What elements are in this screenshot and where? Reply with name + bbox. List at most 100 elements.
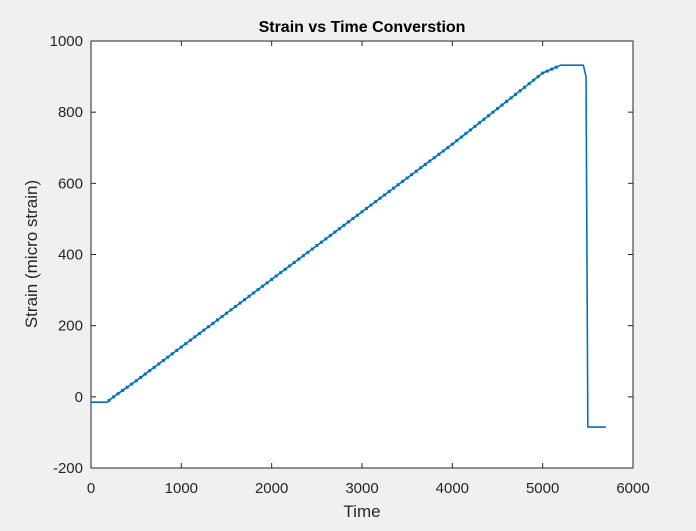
- series-step-marker: [545, 69, 549, 73]
- series-step-marker: [148, 369, 152, 373]
- series-step-marker: [139, 375, 143, 379]
- series-step-marker: [261, 284, 265, 288]
- series-step-marker: [175, 348, 179, 352]
- series-step-marker: [188, 338, 192, 342]
- series-step-marker: [392, 186, 396, 190]
- chart-title: Strain vs Time Converstion: [259, 19, 466, 36]
- series-step-marker: [401, 179, 405, 183]
- series-step-marker: [238, 301, 242, 305]
- series-step-marker: [337, 227, 341, 231]
- series-step-marker: [134, 379, 138, 383]
- series-step-marker: [161, 359, 165, 363]
- y-tick-label: 0: [75, 389, 83, 406]
- series-step-marker: [152, 365, 156, 369]
- series-step-marker: [256, 288, 260, 292]
- series-step-marker: [211, 321, 215, 325]
- series-step-marker: [374, 200, 378, 204]
- series-step-marker: [166, 355, 170, 359]
- series-step-marker: [437, 152, 441, 156]
- series-step-marker: [464, 132, 468, 136]
- series-step-marker: [514, 92, 518, 96]
- series-step-marker: [455, 139, 459, 143]
- series-step-marker: [197, 331, 201, 335]
- series-step-marker: [486, 114, 490, 118]
- series-step-marker: [387, 190, 391, 194]
- series-step-marker: [428, 159, 432, 163]
- series-step-marker: [369, 203, 373, 207]
- series-step-marker: [306, 250, 310, 254]
- series-step-marker: [121, 388, 125, 392]
- series-step-marker: [315, 244, 319, 248]
- series-step-marker: [288, 264, 292, 268]
- series-step-marker: [365, 206, 369, 210]
- series-step-marker: [414, 169, 418, 173]
- series-step-marker: [396, 183, 400, 187]
- series-step-marker: [351, 217, 355, 221]
- series-step-marker: [527, 82, 531, 86]
- series-step-marker: [125, 385, 129, 389]
- axes-background: [91, 41, 633, 468]
- series-step-marker: [419, 166, 423, 170]
- axes-box: [90, 40, 634, 469]
- series-step-marker: [505, 99, 509, 103]
- series-step-marker: [518, 89, 522, 93]
- series-step-marker: [477, 121, 481, 125]
- series-step-marker: [328, 233, 332, 237]
- series-step-marker: [491, 110, 495, 114]
- series-step-marker: [459, 135, 463, 139]
- series-step-marker: [157, 362, 161, 366]
- series-step-marker: [234, 304, 238, 308]
- series-step-marker: [274, 274, 278, 278]
- x-tick-label: 3000: [345, 480, 378, 497]
- series-step-marker: [468, 128, 472, 132]
- series-step-marker: [432, 156, 436, 160]
- series-step-marker: [112, 395, 116, 399]
- series-step-marker: [509, 96, 513, 100]
- series-step-marker: [143, 372, 147, 376]
- series-step-marker: [441, 149, 445, 153]
- series-step-marker: [554, 65, 558, 69]
- y-tick-label: 800: [58, 104, 83, 121]
- x-axis-label: Time: [343, 502, 380, 521]
- series-step-marker: [405, 176, 409, 180]
- series-step-marker: [383, 193, 387, 197]
- series-step-marker: [446, 146, 450, 150]
- x-tick-label: 4000: [436, 480, 469, 497]
- series-step-marker: [283, 267, 287, 271]
- x-tick-label: 1000: [165, 480, 198, 497]
- series-step-marker: [247, 294, 251, 298]
- series-step-marker: [292, 261, 296, 265]
- y-tick-label: 400: [58, 247, 83, 264]
- x-tick-label: 6000: [616, 480, 649, 497]
- y-tick-label: 600: [58, 175, 83, 192]
- series-step-marker: [378, 196, 382, 200]
- series-step-marker: [202, 328, 206, 332]
- series-step-marker: [342, 223, 346, 227]
- series-step-marker: [179, 345, 183, 349]
- series-step-marker: [265, 281, 269, 285]
- series-step-marker: [500, 103, 504, 107]
- series-step-marker: [184, 342, 188, 346]
- tick-layer: 0 1000 2000 3000 4000 5000 6000-20002004006008…: [50, 33, 650, 497]
- x-tick-label: 0: [87, 480, 95, 497]
- series-step-marker: [532, 78, 536, 82]
- y-tick-label: -200: [53, 460, 83, 477]
- series-step-marker: [107, 398, 111, 402]
- series-step-marker: [473, 124, 477, 128]
- series-step-marker: [270, 277, 274, 281]
- x-tick-label: 5000: [526, 480, 559, 497]
- series-step-marker: [523, 85, 527, 89]
- series-step-marker: [297, 257, 301, 261]
- series-step-marker: [225, 311, 228, 315]
- series-step-marker: [541, 71, 545, 75]
- series-step-marker: [324, 237, 328, 241]
- y-tick-label: 200: [58, 318, 83, 335]
- series-step-marker: [319, 240, 323, 244]
- series-step-marker: [360, 210, 364, 214]
- series-step-marker: [450, 142, 454, 146]
- series-step-marker: [550, 67, 554, 71]
- x-tick-label: 2000: [255, 480, 288, 497]
- y-tick-label: 1000: [50, 33, 83, 50]
